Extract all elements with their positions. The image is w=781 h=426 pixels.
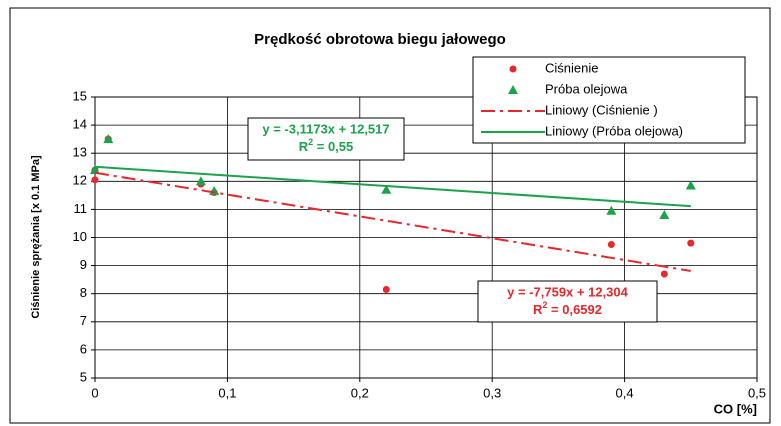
y-tick-label: 11 bbox=[74, 201, 88, 216]
y-tick-label: 13 bbox=[73, 145, 87, 160]
trendline bbox=[94, 165, 691, 208]
r2-rest: = 0,55 bbox=[313, 139, 353, 154]
y-tick-label: 9 bbox=[80, 257, 87, 272]
trendline bbox=[94, 171, 691, 272]
annotation-box bbox=[477, 280, 658, 323]
legend bbox=[472, 56, 746, 144]
point bbox=[91, 176, 99, 184]
legend-marker bbox=[509, 65, 517, 73]
y-tick-label: 14 bbox=[73, 117, 87, 132]
annotation-equation: y = -3,1173x + 12,517 bbox=[262, 121, 389, 136]
r2-r: R bbox=[299, 139, 309, 154]
x-tick-label: 0,5 bbox=[748, 385, 766, 400]
point bbox=[660, 270, 668, 278]
y-tick-label: 12 bbox=[73, 173, 87, 188]
legend-label: Liniowy (Próba olejowa) bbox=[545, 123, 683, 138]
point bbox=[382, 285, 390, 293]
legend-label: Próba olejowa bbox=[545, 81, 628, 96]
legend-label: Ciśnienie bbox=[545, 60, 598, 75]
point bbox=[381, 184, 392, 194]
point bbox=[659, 210, 670, 220]
x-tick-label: 0 bbox=[91, 385, 98, 400]
point bbox=[607, 241, 615, 249]
annotation-box bbox=[247, 117, 405, 161]
point bbox=[103, 134, 114, 144]
y-tick-label: 10 bbox=[73, 229, 87, 244]
annotation-r2: R2 = 0,6592 bbox=[533, 300, 602, 317]
y-tick-label: 7 bbox=[80, 313, 87, 328]
x-axis-label: CO [%] bbox=[714, 401, 757, 416]
legend-label: Liniowy (Ciśnienie ) bbox=[545, 102, 658, 117]
point bbox=[606, 205, 617, 215]
x-tick-label: 0,3 bbox=[483, 385, 501, 400]
annotation-equation: y = -7,759x + 12,304 bbox=[507, 284, 628, 299]
y-tick-label: 15 bbox=[73, 88, 87, 103]
point bbox=[195, 176, 206, 186]
annotation-r2: R2 = 0,55 bbox=[299, 137, 354, 154]
y-tick-label: 5 bbox=[80, 369, 87, 384]
point bbox=[90, 165, 100, 175]
point bbox=[685, 180, 696, 190]
x-tick-label: 0,4 bbox=[616, 385, 634, 400]
r2-sup: 2 bbox=[542, 300, 547, 310]
r2-rest: = 0,6592 bbox=[547, 302, 602, 317]
x-tick-label: 0,2 bbox=[351, 385, 369, 400]
y-tick-label: 8 bbox=[80, 285, 87, 300]
x-tick-label: 0,1 bbox=[218, 385, 236, 400]
y-axis-label: Ciśnienie sprężania [x 0.1 MPa] bbox=[30, 155, 42, 319]
r2-r: R bbox=[533, 302, 543, 317]
legend-marker bbox=[508, 85, 518, 94]
r2-sup: 2 bbox=[308, 137, 313, 147]
y-tick-label: 6 bbox=[80, 341, 87, 356]
chart-title: Prędkość obrotowa biegu jałowego bbox=[254, 31, 506, 48]
point bbox=[687, 239, 695, 247]
